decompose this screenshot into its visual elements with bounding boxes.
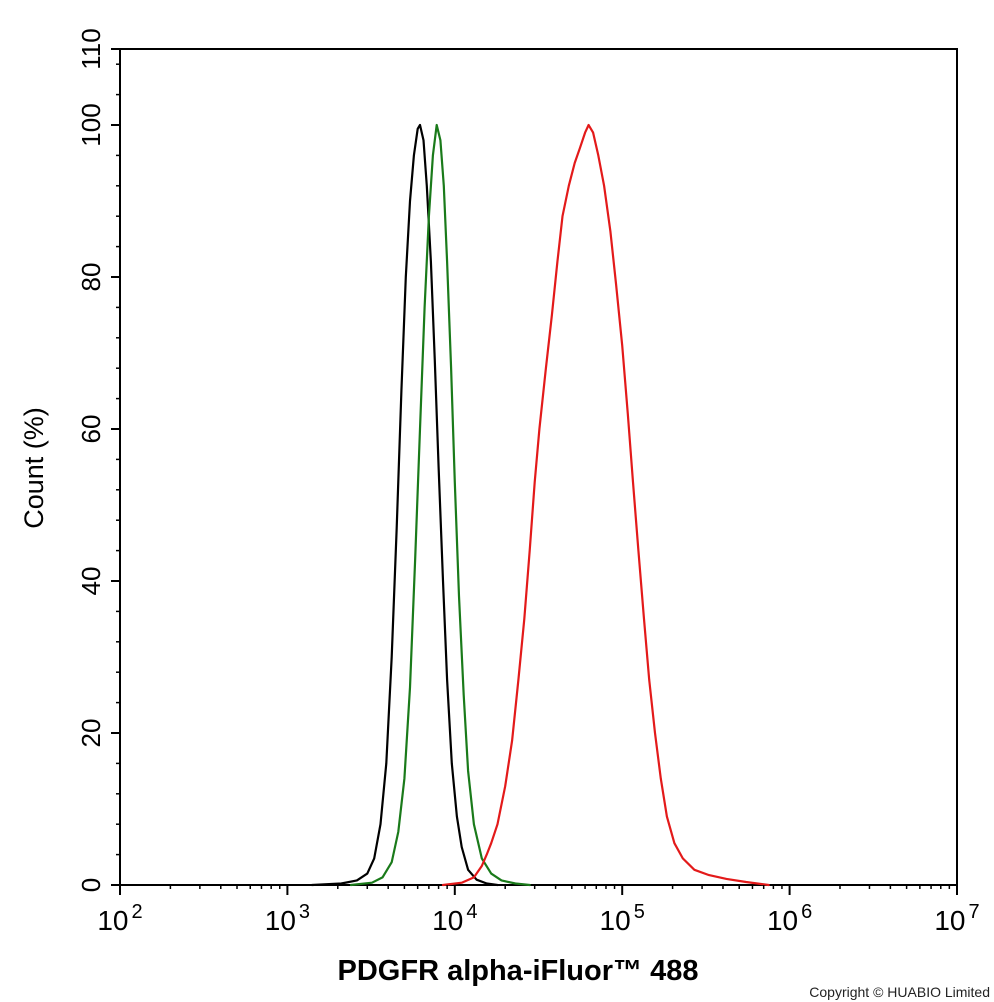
x-tick-label: 10 7 bbox=[934, 901, 979, 936]
y-tick-label: 110 bbox=[76, 28, 106, 69]
y-axis-title: Count (%) bbox=[19, 407, 49, 529]
y-tick-label: 20 bbox=[76, 719, 106, 748]
x-tick-label: 10 6 bbox=[767, 901, 812, 936]
x-axis-title: PDGFR alpha-iFluor™ 488 bbox=[338, 955, 699, 987]
x-tick-label: 10 3 bbox=[265, 901, 310, 936]
y-tick-label: 0 bbox=[76, 878, 106, 892]
series-line-1 bbox=[310, 123, 499, 887]
series-line-2 bbox=[349, 123, 531, 887]
x-tick-label: 10 2 bbox=[97, 901, 142, 936]
series-line-3 bbox=[441, 123, 770, 887]
copyright-text: Copyright © HUABIO Limited bbox=[809, 984, 990, 1000]
y-tick-label: 100 bbox=[76, 103, 106, 146]
y-tick-label: 40 bbox=[76, 567, 106, 596]
x-tick-label: 10 5 bbox=[600, 901, 645, 936]
x-tick-label: 10 4 bbox=[432, 901, 477, 936]
y-tick-label: 80 bbox=[76, 263, 106, 292]
y-tick-label: 60 bbox=[76, 415, 106, 444]
plot-frame bbox=[119, 48, 958, 886]
